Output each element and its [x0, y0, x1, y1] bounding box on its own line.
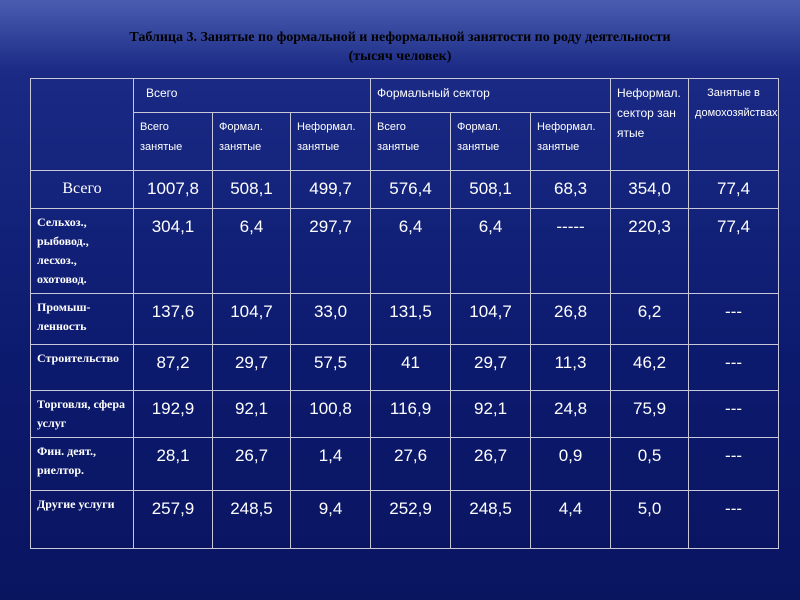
table-cell: Занятые в домохозяйствах [688, 78, 780, 171]
title-block: Таблица 3. Занятые по формальной и нефор… [0, 28, 800, 66]
table-cell: Формал. занятые [212, 112, 291, 171]
table-cell: 26,7 [450, 437, 532, 491]
table-row: Строительство 87,2 29,7 57,5 41 29,7 11,3 46,2-… [30, 344, 780, 391]
table-cell: 28,1 [133, 437, 213, 491]
table-cell: 304,1 [133, 208, 213, 294]
table-cell: Торговля, сфера услуг [30, 390, 134, 438]
table-cell: 100,8 [289, 390, 372, 438]
table-cell: --- [688, 390, 780, 438]
table-cell: 27,6 [370, 437, 452, 491]
table-cell: Неформал. сектор занятые [610, 78, 690, 171]
table-row: Промыш-ленность 137,6 104,7 33,0 131,5 104,7 2… [30, 293, 780, 345]
table-cell: --- [688, 490, 780, 549]
table-cell: 297,7 [289, 208, 372, 294]
table-cell: 77,4 [688, 208, 780, 294]
table-cell: Всего [132, 78, 372, 113]
table-cell: --- [688, 293, 780, 345]
table-cell: --- [688, 344, 780, 391]
table-cell: Фин. деят., риелтор. [30, 437, 134, 491]
table-cell: 87,2 [133, 344, 213, 391]
table-row: Всего Формальный сектор Неформал. сектор з… [30, 78, 780, 171]
table-cell: 104,7 [450, 293, 532, 345]
table-cell: 1007,8 [133, 170, 213, 209]
table-cell: Формал. занятые [450, 112, 532, 171]
table-row: Сельхоз., рыбовод., лесхоз., охотовод. 30… [30, 208, 780, 294]
table-cell [30, 78, 134, 171]
table-cell: 6,4 [370, 208, 452, 294]
table-cell: 41 [370, 344, 452, 391]
table-cell: 104,7 [212, 293, 291, 345]
table: Всего Формальный сектор Неформал. сектор з… [30, 78, 780, 549]
table-cell: 6,4 [450, 208, 532, 294]
table-cell: 68,3 [530, 170, 612, 209]
table-cell: Формальный сектор [370, 78, 612, 113]
table-cell: 137,6 [133, 293, 213, 345]
table-cell: Строительство [30, 344, 134, 391]
table-cell: Неформал. занятые [530, 112, 612, 171]
table-cell: 26,8 [530, 293, 612, 345]
table-cell: 4,4 [530, 490, 612, 549]
table-row: Всего занятые Формал. занятые Неформал. за… [31, 112, 779, 171]
table-cell: 220,3 [610, 208, 690, 294]
table-cell: Промыш-ленность [30, 293, 134, 345]
table-cell: 192,9 [133, 390, 213, 438]
table-cell: Другие услуги [30, 490, 134, 549]
table-cell: --- [688, 437, 780, 491]
table-row: Другие услуги 257,9 248,5 9,4 252,9 248,5 4,4 5… [30, 490, 780, 549]
table-cell: Всего занятые [133, 112, 213, 171]
table-cell: 46,2 [610, 344, 690, 391]
table-cell: 6,4 [212, 208, 291, 294]
table-cell: 92,1 [450, 390, 532, 438]
table-cell: 9,4 [289, 490, 372, 549]
table-cell: 11,3 [530, 344, 612, 391]
table-cell: 116,9 [370, 390, 452, 438]
table-cell: 1,4 [289, 437, 372, 491]
table-cell: 0,5 [610, 437, 690, 491]
table-cell: 75,9 [610, 390, 690, 438]
table-cell: 77,4 [688, 170, 780, 209]
title: Таблица 3. Занятые по формальной и нефор… [129, 30, 671, 45]
table-cell: 0,9 [530, 437, 612, 491]
table-row: Всего 1007,8 508,1 499,7 576,4 508,1 68,3 354,0… [30, 170, 780, 209]
table-cell: 508,1 [212, 170, 291, 209]
table-cell: 5,0 [610, 490, 690, 549]
table-cell: 26,7 [212, 437, 291, 491]
table-row: Фин. деят., риелтор. 28,1 26,7 1,4 27,6 26,7 0… [30, 437, 780, 491]
table-cell: 248,5 [212, 490, 291, 549]
table-cell: 131,5 [370, 293, 452, 345]
table-cell: 57,5 [289, 344, 372, 391]
table-cell: 257,9 [133, 490, 213, 549]
subtitle: (тысяч человек) [348, 49, 452, 64]
table-cell: 248,5 [450, 490, 532, 549]
table-cell: 508,1 [450, 170, 532, 209]
table-cell: 29,7 [212, 344, 291, 391]
table-row: Торговля, сфера услуг 192,9 92,1 100,8 116,9… [30, 390, 780, 438]
table-cell: 33,0 [289, 293, 372, 345]
table-cell: 92,1 [212, 390, 291, 438]
table-cell: ----- [530, 208, 612, 294]
table-cell: 499,7 [289, 170, 372, 209]
table-cell: Сельхоз., рыбовод., лесхоз., охотовод. [30, 208, 134, 294]
table-cell: Всего занятые [370, 112, 452, 171]
table-cell: 6,2 [610, 293, 690, 345]
table-cell: 354,0 [610, 170, 690, 209]
table-cell: Всего [30, 170, 134, 209]
table-cell: 24,8 [530, 390, 612, 438]
table-cell: Неформал. занятые [289, 112, 372, 171]
table-cell: 576,4 [370, 170, 452, 209]
table-cell: 252,9 [370, 490, 452, 549]
table-cell: 29,7 [450, 344, 532, 391]
